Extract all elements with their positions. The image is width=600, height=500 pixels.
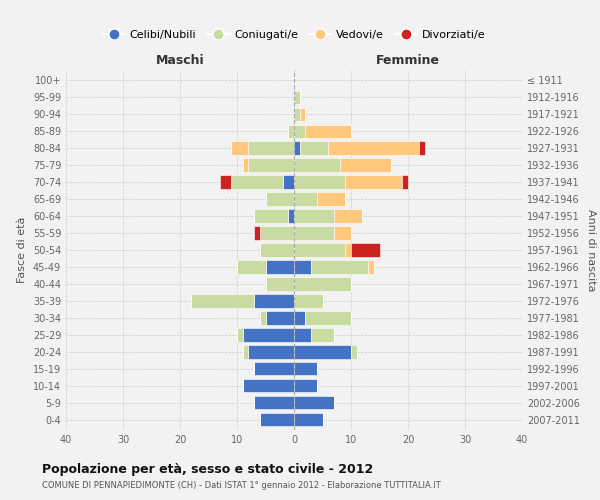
Bar bbox=[403, 176, 408, 188]
Bar bbox=[254, 294, 294, 308]
Bar bbox=[300, 108, 305, 121]
Bar bbox=[237, 328, 242, 342]
Bar bbox=[351, 244, 380, 256]
Bar bbox=[300, 142, 328, 154]
Bar bbox=[289, 210, 294, 222]
Bar bbox=[368, 260, 374, 274]
Bar bbox=[265, 260, 294, 274]
Bar bbox=[232, 176, 283, 188]
Bar bbox=[220, 176, 232, 188]
Text: COMUNE DI PENNAPIEDIMONTE (CH) - Dati ISTAT 1° gennaio 2012 - Elaborazione TUTTI: COMUNE DI PENNAPIEDIMONTE (CH) - Dati IS… bbox=[42, 481, 441, 490]
Bar bbox=[265, 278, 294, 290]
Bar bbox=[294, 362, 317, 376]
Bar bbox=[248, 158, 294, 172]
Bar bbox=[294, 176, 346, 188]
Bar bbox=[294, 142, 300, 154]
Bar bbox=[317, 192, 346, 205]
Bar bbox=[305, 312, 351, 324]
Bar bbox=[294, 158, 340, 172]
Bar bbox=[191, 294, 254, 308]
Bar bbox=[311, 260, 368, 274]
Bar bbox=[260, 413, 294, 426]
Bar bbox=[294, 226, 334, 239]
Bar bbox=[294, 210, 334, 222]
Bar bbox=[294, 328, 311, 342]
Text: Popolazione per età, sesso e stato civile - 2012: Popolazione per età, sesso e stato civil… bbox=[42, 462, 373, 475]
Bar bbox=[294, 396, 334, 409]
Bar bbox=[294, 346, 351, 358]
Text: Maschi: Maschi bbox=[155, 54, 205, 66]
Bar bbox=[294, 312, 305, 324]
Bar bbox=[351, 346, 356, 358]
Bar bbox=[294, 124, 305, 138]
Bar bbox=[346, 244, 351, 256]
Y-axis label: Fasce di età: Fasce di età bbox=[17, 217, 27, 283]
Bar bbox=[334, 210, 362, 222]
Y-axis label: Anni di nascita: Anni di nascita bbox=[586, 209, 596, 291]
Legend: Celibi/Nubili, Coniugati/e, Vedovi/e, Divorziati/e: Celibi/Nubili, Coniugati/e, Vedovi/e, Di… bbox=[98, 25, 490, 44]
Bar bbox=[294, 90, 300, 104]
Bar bbox=[283, 176, 294, 188]
Bar bbox=[260, 312, 265, 324]
Bar bbox=[311, 328, 334, 342]
Bar bbox=[340, 158, 391, 172]
Bar bbox=[294, 379, 317, 392]
Bar bbox=[260, 226, 294, 239]
Bar bbox=[248, 142, 294, 154]
Bar bbox=[242, 328, 294, 342]
Bar bbox=[294, 294, 323, 308]
Bar bbox=[254, 210, 289, 222]
Bar bbox=[328, 142, 419, 154]
Bar bbox=[294, 260, 311, 274]
Bar bbox=[334, 226, 351, 239]
Bar bbox=[294, 108, 300, 121]
Text: Femmine: Femmine bbox=[376, 54, 440, 66]
Bar bbox=[243, 158, 248, 172]
Bar bbox=[294, 413, 323, 426]
Bar bbox=[254, 362, 294, 376]
Bar bbox=[260, 244, 294, 256]
Bar bbox=[419, 142, 425, 154]
Bar bbox=[237, 260, 265, 274]
Bar bbox=[265, 312, 294, 324]
Bar bbox=[242, 379, 294, 392]
Bar bbox=[305, 124, 351, 138]
Bar bbox=[254, 396, 294, 409]
Bar bbox=[346, 176, 403, 188]
Bar bbox=[294, 278, 351, 290]
Bar bbox=[294, 244, 346, 256]
Bar bbox=[289, 124, 294, 138]
Bar bbox=[254, 226, 260, 239]
Bar bbox=[248, 346, 294, 358]
Bar bbox=[294, 192, 317, 205]
Bar bbox=[232, 142, 248, 154]
Bar bbox=[265, 192, 294, 205]
Bar bbox=[243, 346, 248, 358]
